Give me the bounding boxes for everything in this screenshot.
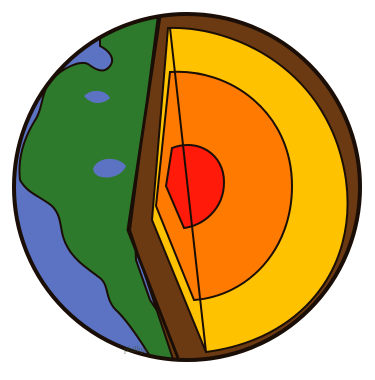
globe-outline (12, 12, 362, 362)
coast-notch (84, 90, 110, 103)
crust-edge-outline (126, 15, 180, 359)
outlines (12, 12, 362, 362)
lake-inlet (93, 158, 126, 178)
artist-signature: phillips (124, 345, 148, 354)
cut-plane-line (169, 27, 207, 353)
cutaway-section (128, 14, 360, 360)
